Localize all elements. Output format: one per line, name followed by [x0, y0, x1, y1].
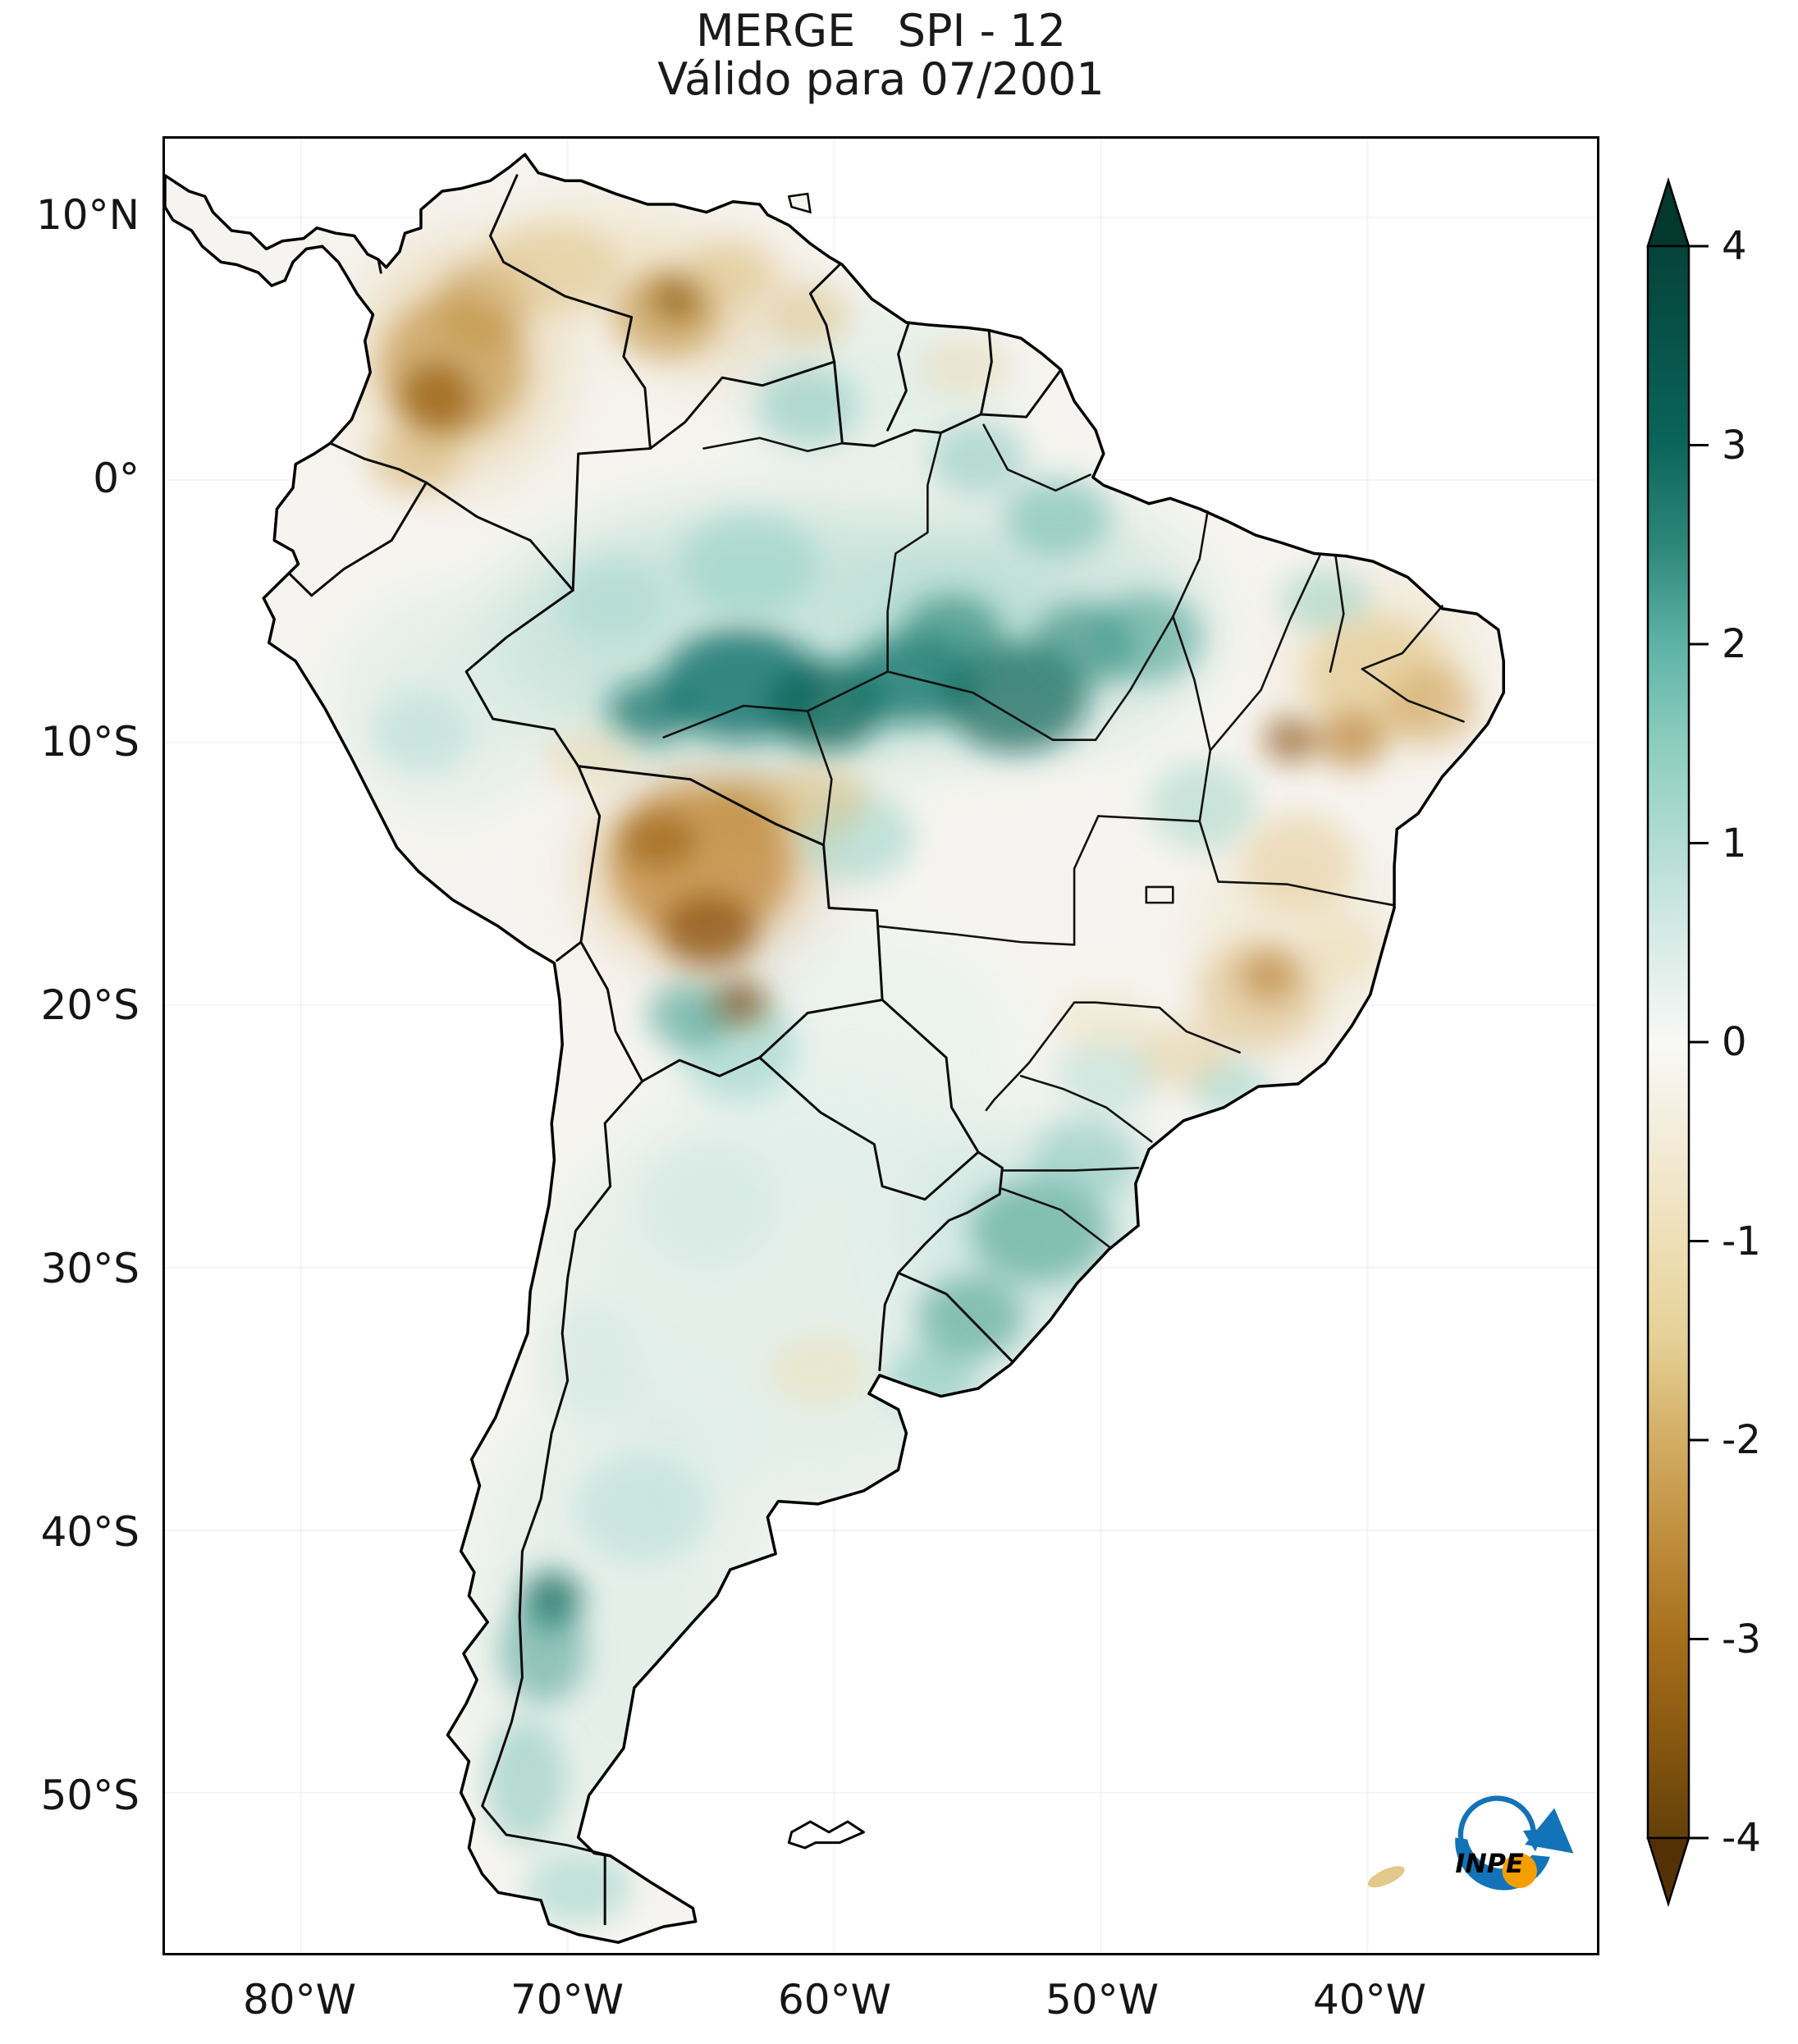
colorbar-tick-label: 4	[1722, 223, 1747, 269]
country-borders	[291, 176, 1061, 1924]
x-tick-label: 60°W	[777, 1976, 892, 2023]
colorbar-tick-label: -4	[1722, 1815, 1761, 1861]
trinidad-island	[789, 194, 810, 212]
falkland-islands	[789, 1822, 863, 1848]
colorbar-tick-label: -1	[1722, 1219, 1761, 1264]
x-tick-label: 40°W	[1312, 1976, 1427, 2023]
x-tick-label: 50°W	[1045, 1976, 1160, 2023]
y-tick-label: 0°	[93, 455, 140, 502]
page-title: MERGE SPI - 12	[696, 5, 1066, 57]
colorbar-tick-label: 2	[1722, 621, 1747, 667]
colorbar-tick-label: 1	[1722, 821, 1747, 867]
x-tick-label: 80°W	[242, 1976, 357, 2023]
y-tick-label: 50°S	[40, 1772, 140, 1819]
y-tick-label: 20°S	[40, 981, 140, 1029]
y-tick-label: 30°S	[40, 1245, 140, 1292]
inpe-logo: INPE	[1455, 1795, 1574, 1891]
inpe-orbit-arrowhead-icon	[1523, 1828, 1546, 1852]
south-america-spi-map	[165, 139, 1597, 1953]
page-subtitle: Válido para 07/2001	[657, 53, 1105, 105]
y-tick-label: 10°N	[35, 191, 140, 239]
spi-raster	[165, 154, 1504, 1943]
colorbar-tick-label: 3	[1722, 423, 1747, 469]
state-borders	[664, 425, 1464, 1247]
y-tick-label: 10°S	[40, 718, 140, 766]
title-block: MERGE SPI - 12 Válido para 07/2001	[162, 7, 1599, 103]
coastline	[165, 154, 1503, 1942]
colorbar-gradient-bar	[1646, 245, 1690, 1840]
inpe-logo-text: INPE	[1455, 1850, 1524, 1879]
inpe-orange-dot-icon	[1502, 1853, 1537, 1888]
colorbar-tick-label: 0	[1722, 1019, 1747, 1065]
colorbar-arrow-bottom	[1646, 1836, 1690, 1908]
colorbar-tick-label: -3	[1722, 1616, 1761, 1662]
inpe-orbit-arc-icon	[1457, 1795, 1536, 1863]
colorbar-tick-label: -2	[1722, 1417, 1761, 1463]
colorbar	[1646, 177, 1709, 1908]
colorbar-tick-marks	[1689, 245, 1709, 1840]
y-tick-label: 40°S	[40, 1508, 140, 1556]
south-georgia-raster-speck	[1367, 1866, 1405, 1888]
colorbar-arrow-top	[1646, 177, 1690, 248]
map-frame	[162, 136, 1599, 1955]
x-tick-label: 70°W	[510, 1976, 624, 2023]
